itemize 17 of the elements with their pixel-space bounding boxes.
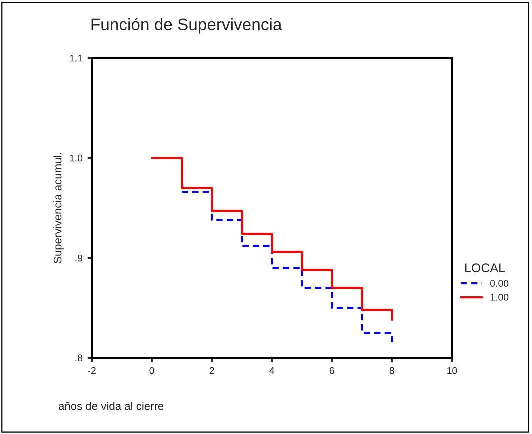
chart-title: Función de Supervivencia — [92, 18, 282, 34]
x-tick-label: 2 — [210, 367, 214, 374]
x-tick-label: 0 — [150, 367, 154, 374]
legend-label: 1.00 — [490, 294, 509, 301]
x-tick-label: 8 — [390, 367, 394, 374]
y-tick-label: 1.1 — [70, 54, 83, 62]
x-axis-title: años de vida al cierre — [58, 402, 164, 410]
y-tick-label: .8 — [76, 354, 83, 362]
y-tick-label: .9 — [76, 254, 83, 262]
x-tick-label: 6 — [330, 367, 334, 374]
legend-title: LOCAL — [466, 264, 506, 273]
x-tick-label: 10 — [448, 367, 458, 374]
y-axis-title: Supervivencia acumul. — [54, 153, 64, 264]
y-tick-label: 1.0 — [70, 154, 83, 162]
x-tick-label: -2 — [88, 367, 96, 374]
x-tick-label: 4 — [270, 367, 275, 374]
legend-label: 0.00 — [490, 280, 509, 287]
